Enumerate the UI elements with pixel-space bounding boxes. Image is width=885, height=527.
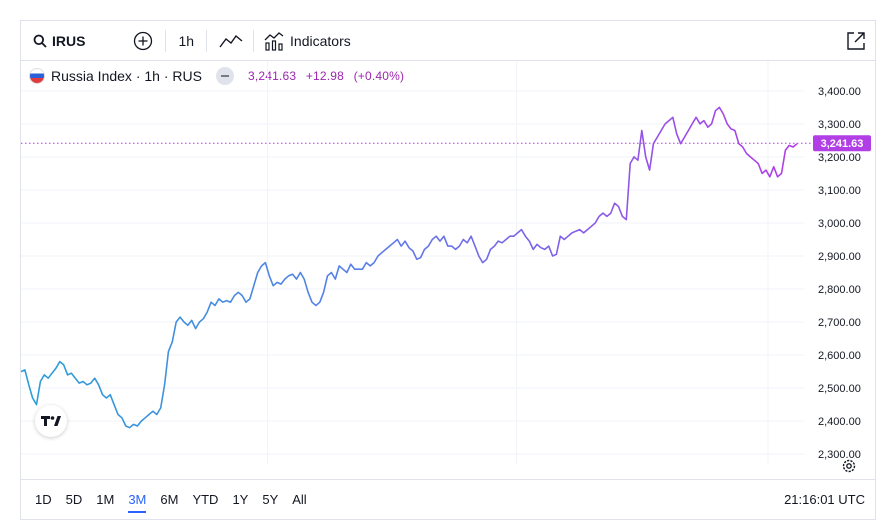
- y-tick-label: 2,500.00: [818, 383, 861, 395]
- price-line: [21, 106, 798, 429]
- x-tick-label: Mar: [758, 479, 779, 481]
- indicators-icon: [264, 31, 284, 51]
- x-tick-label: 2025: [254, 479, 281, 481]
- search-icon: [33, 34, 47, 48]
- y-tick-label: 2,600.00: [818, 350, 861, 362]
- y-tick-label: 3,300.00: [818, 119, 861, 131]
- y-tick-label: 2,300.00: [818, 449, 861, 461]
- interval-button[interactable]: 1h: [178, 32, 195, 49]
- range-button-all[interactable]: All: [292, 492, 307, 507]
- share-icon: [845, 30, 867, 52]
- toolbar-divider: [206, 29, 208, 52]
- chart-toolbar: IRUS 1h Indicators: [21, 21, 875, 61]
- add-icon: [133, 31, 153, 51]
- last-price-tag: [813, 135, 871, 152]
- range-button-ytd[interactable]: YTD: [192, 492, 219, 507]
- compare-button[interactable]: [133, 21, 153, 61]
- y-tick-label: 3,400.00: [818, 86, 861, 98]
- toolbar-divider: [253, 29, 255, 52]
- y-tick-label: 3,000.00: [818, 218, 861, 230]
- tradingview-logo[interactable]: [35, 405, 67, 437]
- indicators-label: Indicators: [290, 32, 351, 49]
- range-button-1m[interactable]: 1M: [96, 492, 115, 507]
- y-tick-label: 3,100.00: [818, 185, 861, 197]
- range-button-3m[interactable]: 3M: [128, 492, 147, 513]
- settings-icon: [841, 459, 857, 478]
- series-legend: Russia Index · 1h · RUS 3,241.63 +12.98 …: [29, 67, 410, 85]
- y-tick-label: 2,700.00: [818, 317, 861, 329]
- russia-flag-icon: [29, 68, 45, 84]
- y-tick-label: 3,200.00: [818, 152, 861, 164]
- legend-values: 3,241.63 +12.98 (+0.40%): [248, 69, 410, 83]
- symbol-search[interactable]: IRUS: [33, 21, 85, 61]
- y-tick-label: 2,800.00: [818, 284, 861, 296]
- range-buttons: 1D 5D 1M 3M 6M YTD 1Y 5Y All: [21, 492, 321, 513]
- range-button-5d[interactable]: 5D: [65, 492, 83, 507]
- hide-series-button[interactable]: [215, 67, 234, 85]
- chart-widget: IRUS 1h Indicators Rus: [20, 20, 876, 520]
- line-chart-icon: [219, 32, 243, 50]
- y-tick-label: 2,400.00: [818, 416, 861, 428]
- settings-button[interactable]: [841, 458, 857, 479]
- chart-type-button[interactable]: [219, 21, 243, 61]
- last-price: 3,241.63: [247, 69, 297, 83]
- price-change: +12.98: [305, 69, 345, 83]
- y-tick-label: 2,900.00: [818, 251, 861, 263]
- toolbar-divider: [165, 29, 167, 52]
- last-price-tag-label: 3,241.63: [821, 138, 864, 150]
- series-name: Russia Index · 1h · RUS: [51, 68, 202, 84]
- x-tick-label: Feb: [506, 479, 527, 481]
- symbol-label: IRUS: [52, 32, 86, 49]
- indicators-button[interactable]: Indicators: [264, 21, 351, 61]
- range-button-1d[interactable]: 1D: [35, 492, 52, 507]
- price-chart[interactable]: 3,400.00 3,300.00 3,200.00 3,100.00 3,000.00…: [21, 61, 877, 481]
- range-button-6m[interactable]: 6M: [160, 492, 179, 507]
- range-bar: 1D 5D 1M 3M 6M YTD 1Y 5Y All 21:16:01 UTC: [21, 479, 875, 519]
- range-button-1y[interactable]: 1Y: [232, 492, 249, 507]
- price-change-pct: (+0.40%): [353, 69, 405, 83]
- share-button[interactable]: [845, 21, 867, 61]
- clock: 21:16:01 UTC: [784, 492, 865, 507]
- range-button-5y[interactable]: 5Y: [262, 492, 279, 507]
